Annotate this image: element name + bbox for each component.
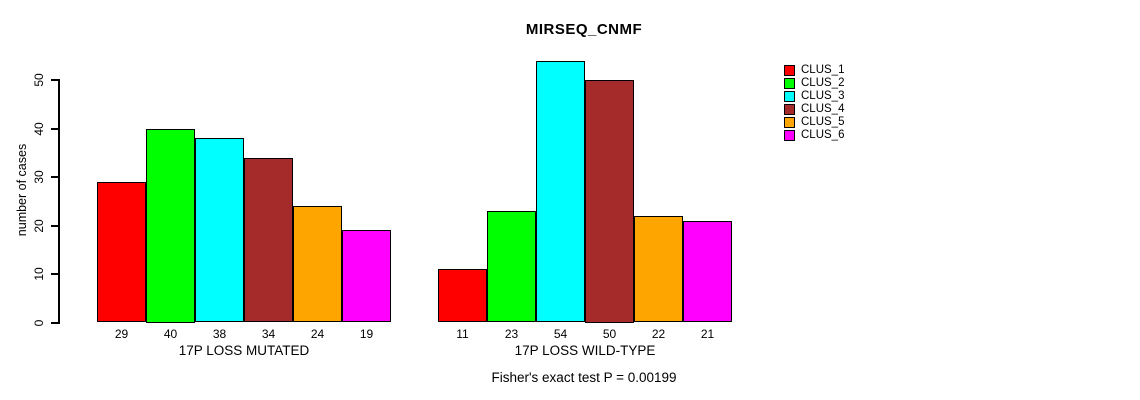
legend-item-clus_3: CLUS_3 (784, 90, 844, 103)
bar-value-label: 54 (553, 327, 568, 341)
group-label-mutated: 17P LOSS MUTATED (178, 343, 310, 358)
bar-clus_5-group2 (634, 215, 683, 323)
legend: CLUS_1 CLUS_2 CLUS_3 CLUS_4 CLUS_5 CLUS_6 (784, 64, 844, 142)
bar-value-label: 22 (651, 327, 666, 341)
y-tick-mark (51, 176, 58, 178)
bar-clus_6-group2 (683, 220, 732, 323)
y-tick-label: 40 (32, 121, 46, 136)
bar-clus_3-group1 (195, 138, 244, 323)
bar-clus_4-group2 (585, 80, 634, 323)
y-tick-mark (51, 224, 58, 227)
chart-title: MIRSEQ_CNMF (525, 21, 643, 38)
legend-label: CLUS_4 (801, 103, 845, 115)
bar-value-label: 24 (310, 327, 325, 341)
legend-label: CLUS_3 (801, 90, 845, 102)
bar-value-label: 50 (602, 327, 617, 341)
bar-clus_2-group2 (487, 210, 536, 323)
y-tick-mark (51, 273, 58, 275)
y-tick-label: 20 (32, 218, 46, 233)
bar-clus_5-group1 (293, 206, 342, 323)
y-tick-label: 10 (32, 267, 46, 281)
bar-clus_3-group2 (536, 60, 585, 323)
legend-label: CLUS_1 (801, 64, 845, 76)
legend-swatch-icon (784, 117, 795, 128)
y-tick-mark (51, 321, 58, 324)
y-tick-label: 30 (32, 170, 46, 184)
bar-value-label: 19 (359, 327, 374, 341)
legend-label: CLUS_2 (801, 77, 845, 89)
y-tick-mark (51, 79, 58, 81)
bar-clus_1-group2 (438, 269, 487, 323)
legend-swatch-icon (784, 91, 795, 102)
y-axis-label: number of cases (15, 143, 29, 237)
legend-label: CLUS_6 (801, 129, 845, 141)
bar-clus_2-group1 (146, 128, 195, 323)
bar-clus_1-group1 (97, 181, 146, 323)
y-axis-line (58, 79, 60, 324)
legend-item-clus_5: CLUS_5 (784, 116, 844, 129)
legend-item-clus_1: CLUS_1 (784, 64, 844, 77)
legend-item-clus_6: CLUS_6 (784, 129, 844, 142)
bar-value-label: 23 (504, 327, 519, 341)
legend-swatch-icon (784, 65, 795, 76)
y-tick-label: 0 (32, 319, 46, 326)
bar-value-label: 40 (163, 327, 178, 341)
bar-value-label: 29 (114, 327, 129, 341)
y-tick-mark (51, 127, 58, 130)
bar-value-label: 34 (261, 327, 276, 341)
legend-swatch-icon (784, 130, 795, 141)
legend-swatch-icon (784, 104, 795, 115)
group-label-wild-type: 17P LOSS WILD-TYPE (514, 343, 656, 358)
y-tick-label: 50 (32, 73, 46, 87)
legend-swatch-icon (784, 78, 795, 89)
bar-value-label: 21 (700, 327, 715, 341)
fisher-test-annotation: Fisher's exact test P = 0.00199 (491, 370, 677, 385)
bar-value-label: 38 (212, 327, 227, 341)
bar-clus_6-group1 (342, 230, 391, 323)
legend-label: CLUS_5 (801, 116, 845, 128)
legend-item-clus_4: CLUS_4 (784, 103, 844, 116)
legend-item-clus_2: CLUS_2 (784, 77, 844, 90)
bar-clus_4-group1 (244, 157, 293, 323)
bar-value-label: 11 (456, 327, 469, 341)
